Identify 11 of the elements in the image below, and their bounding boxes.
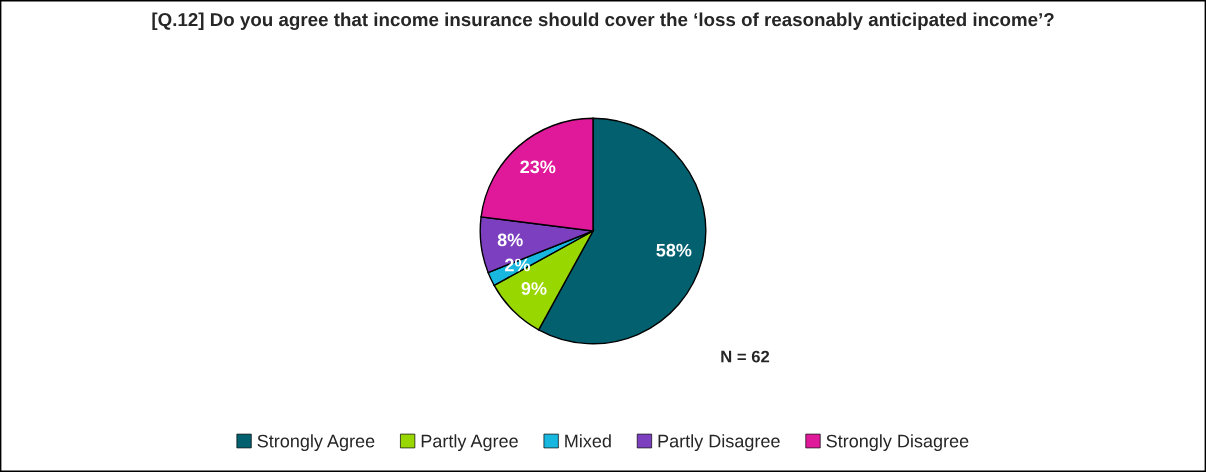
data-label: 23%: [520, 160, 556, 174]
data-label: 8%: [497, 233, 523, 247]
chart-title: [Q.12] Do you agree that income insurance should cover the ‘loss of reasonably anticipated income’?: [152, 12, 1054, 31]
data-label: 9%: [521, 282, 547, 295]
legend-label: Partly Disagree: [658, 434, 780, 452]
legend-label: Mixed: [565, 434, 611, 448]
data-label: 58%: [656, 243, 692, 257]
legend-label: Partly Agree: [421, 434, 518, 452]
text: N = 62: [721, 350, 770, 363]
legend-label: Strongly Disagree: [826, 434, 969, 452]
legend-label: Strongly Agree: [257, 434, 375, 452]
